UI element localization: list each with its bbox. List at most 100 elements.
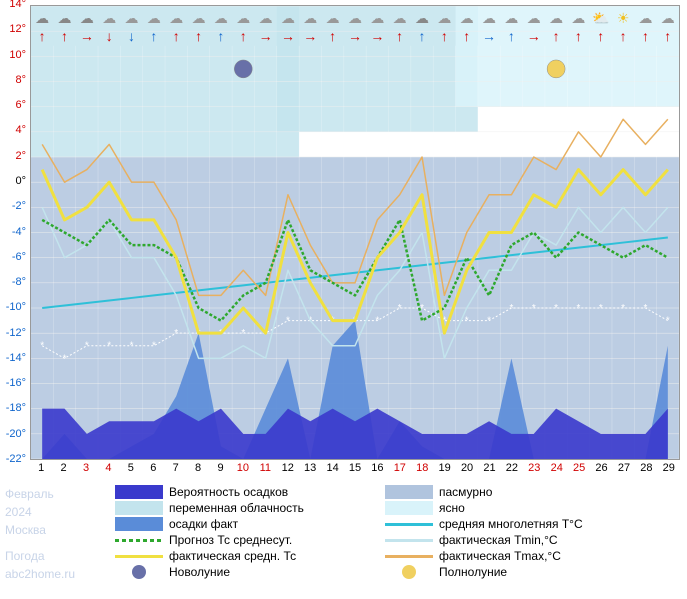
right-blue-icon: → — [478, 26, 500, 46]
svg-text:*: * — [264, 328, 268, 339]
x-tick: 13 — [304, 462, 316, 474]
x-tick: 4 — [105, 462, 111, 474]
y-tick: -14° — [0, 353, 26, 364]
up-blue-icon: ↑ — [500, 26, 522, 46]
y-tick: -22° — [0, 454, 26, 465]
chart-svg: ***************************** — [31, 6, 679, 459]
x-tick: 18 — [416, 462, 428, 474]
up-red-icon: ↑ — [567, 26, 589, 46]
legend-label: фактическая Tmin,°С — [439, 533, 558, 547]
svg-text:*: * — [40, 341, 44, 352]
legend-item: фактическая средн. Тс — [115, 549, 365, 563]
x-tick: 10 — [237, 462, 249, 474]
svg-text:*: * — [532, 303, 536, 314]
right-red-icon: → — [523, 26, 545, 46]
down-blue-icon: ↓ — [120, 26, 142, 46]
legend-swatch — [402, 565, 416, 579]
y-axis: 14°12°10°8°6°4°2°0°-2°-4°-6°-8°-10°-12°-… — [0, 5, 28, 460]
up-red-icon: ↑ — [456, 26, 478, 46]
legend-label: ясно — [439, 501, 465, 515]
cloud-icon: ☁ — [254, 8, 276, 28]
x-tick: 17 — [394, 462, 406, 474]
legend: Вероятность осадковпасмурнопеременная об… — [115, 485, 675, 581]
cloud-icon: ☁ — [232, 8, 254, 28]
cloud-icon: ☁ — [523, 8, 545, 28]
svg-text:*: * — [398, 303, 402, 314]
legend-swatch — [385, 533, 433, 547]
x-tick: 22 — [506, 462, 518, 474]
cloud-rain-icon: ☁ — [76, 8, 98, 28]
svg-text:*: * — [420, 303, 424, 314]
legend-label: переменная облачность — [169, 501, 304, 515]
svg-text:*: * — [554, 303, 558, 314]
legend-item: средняя многолетняя Т°С — [385, 517, 635, 531]
y-tick: -6° — [0, 252, 26, 263]
y-tick: 12° — [0, 24, 26, 35]
y-tick: 2° — [0, 151, 26, 162]
up-red-icon: ↑ — [634, 26, 656, 46]
legend-swatch — [115, 533, 163, 547]
x-axis: 1234567891011121314151617181920212223242… — [30, 462, 680, 480]
legend-item: фактическая Tmax,°С — [385, 549, 635, 563]
x-tick: 29 — [663, 462, 675, 474]
legend-item: фактическая Tmin,°С — [385, 533, 635, 547]
cloud-icon: ☁ — [456, 8, 478, 28]
right-red-icon: → — [76, 26, 98, 46]
right-red-icon: → — [344, 26, 366, 46]
legend-label: осадки факт — [169, 517, 238, 531]
svg-text:*: * — [599, 303, 603, 314]
cloud-icon: ☁ — [634, 8, 656, 28]
x-tick: 23 — [528, 462, 540, 474]
y-tick: 8° — [0, 75, 26, 86]
y-tick: -10° — [0, 302, 26, 313]
up-red-icon: ↑ — [321, 26, 343, 46]
legend-label: средняя многолетняя Т°С — [439, 517, 583, 531]
legend-swatch — [132, 565, 146, 579]
svg-text:*: * — [107, 341, 111, 352]
cloud-rain-icon: ☁ — [31, 8, 53, 28]
y-tick: -2° — [0, 201, 26, 212]
up-red-icon: ↑ — [612, 26, 634, 46]
cloud-icon: ☁ — [545, 8, 567, 28]
x-tick: 6 — [150, 462, 156, 474]
right-red-icon: → — [299, 26, 321, 46]
x-tick: 11 — [260, 462, 271, 474]
up-red-icon: ↑ — [165, 26, 187, 46]
svg-text:*: * — [442, 316, 446, 327]
svg-text:*: * — [197, 328, 201, 339]
svg-text:*: * — [666, 316, 670, 327]
cloud-rain-icon: ☁ — [53, 8, 75, 28]
cloud-icon: ☁ — [165, 8, 187, 28]
cloud-icon: ☁ — [120, 8, 142, 28]
x-tick: 12 — [282, 462, 294, 474]
legend-swatch — [385, 517, 433, 531]
x-tick: 19 — [439, 462, 451, 474]
footer-text: Февраль 2024 Москва Погода abc2home.ru — [5, 485, 75, 583]
icon-row: ☁☁☁☁☁☁☁☁☁☁☁☁☁☁☁☁☁☁☁☁☁☁☁☁☁⛅☀☁☁ — [31, 8, 679, 28]
svg-text:*: * — [487, 316, 491, 327]
cloud-icon: ☁ — [299, 8, 321, 28]
up-blue-icon: ↑ — [143, 26, 165, 46]
cloud-icon: ☁ — [567, 8, 589, 28]
month-label: Февраль — [5, 485, 75, 503]
cloud-icon: ☁ — [98, 8, 120, 28]
legend-label: Вероятность осадков — [169, 485, 288, 499]
y-tick: 0° — [0, 176, 26, 187]
legend-item: Вероятность осадков — [115, 485, 365, 499]
right-red-icon: → — [254, 26, 276, 46]
legend-item: Полнолуние — [385, 565, 635, 579]
x-tick: 24 — [551, 462, 563, 474]
cloud-icon: ☁ — [389, 8, 411, 28]
svg-text:*: * — [130, 341, 134, 352]
cloud-icon: ☁ — [478, 8, 500, 28]
up-red-icon: ↑ — [31, 26, 53, 46]
legend-swatch — [115, 549, 163, 563]
up-blue-icon: ↑ — [411, 26, 433, 46]
weather-chart: 14°12°10°8°6°4°2°0°-2°-4°-6°-8°-10°-12°-… — [0, 0, 687, 599]
x-tick: 3 — [83, 462, 89, 474]
legend-swatch — [385, 485, 433, 499]
up-red-icon: ↑ — [232, 26, 254, 46]
x-tick: 15 — [349, 462, 361, 474]
plot-area: ***************************** ☁☁☁☁☁☁☁☁☁☁… — [30, 5, 680, 460]
cloud-icon: ☁ — [344, 8, 366, 28]
